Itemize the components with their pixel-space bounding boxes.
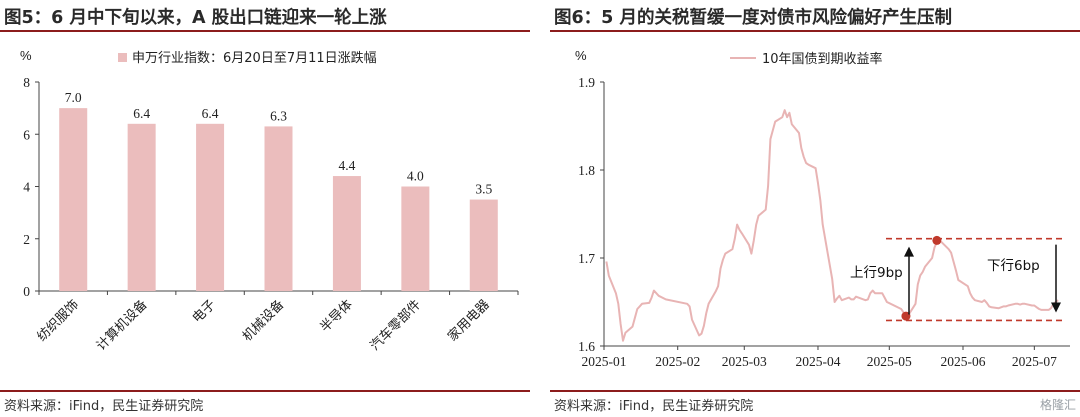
line-chart: % 10年国债到期收益率 1.6 1.7 1.8 1.9 2025-01 2025-02… xyxy=(575,48,1070,369)
annotation-up-label: 上行9bp xyxy=(850,265,903,281)
y-tick-label: 2 xyxy=(23,232,30,247)
bar-value-label: 6.3 xyxy=(270,108,287,123)
y-unit-label: % xyxy=(20,48,32,63)
bar-value-label: 6.4 xyxy=(202,106,219,121)
category-label: 计算机设备 xyxy=(93,297,150,354)
category-label: 半导体 xyxy=(318,297,356,335)
y-tick-label: 1.6 xyxy=(578,339,595,354)
figure-6-source: 资料来源：iFind，民生证券研究院 xyxy=(554,399,754,414)
x-tick-label: 2025-03 xyxy=(722,354,767,369)
y-tick-label: 1.7 xyxy=(578,251,595,266)
x-tick-label: 2025-04 xyxy=(795,354,840,369)
figure-6-panel: 图6：5 月的关税暂缓一度对债市风险偏好产生压制 % 10年国债到期收益率 1.… xyxy=(550,0,1080,417)
y-tick-label: 8 xyxy=(23,75,30,90)
figure-5-top-rule xyxy=(0,30,530,32)
category-label: 纺织服饰 xyxy=(35,297,82,344)
bar-value-label: 4.0 xyxy=(407,169,424,184)
figure-5-title: 图5：6 月中下旬以来，A 股出口链迎来一轮上涨 xyxy=(4,8,387,28)
category-label: 机械设备 xyxy=(239,297,287,345)
y-tick-label: 1.9 xyxy=(578,75,595,90)
turning-point-marker xyxy=(901,311,911,321)
legend-label: 申万行业指数：6月20日至7月11日涨跌幅 xyxy=(132,50,377,66)
figure-5-bottom-rule xyxy=(0,390,530,392)
bar xyxy=(127,123,156,291)
annotation-down-label: 下行6bp xyxy=(987,258,1040,274)
bar xyxy=(264,126,293,291)
up-arrow-icon xyxy=(904,246,914,257)
bar-value-label: 3.5 xyxy=(475,182,492,197)
x-tick-label: 2025-05 xyxy=(867,354,912,369)
category-label: 电子 xyxy=(190,297,219,326)
bar-value-label: 7.0 xyxy=(65,90,82,105)
bar xyxy=(332,176,361,291)
y-tick-label: 4 xyxy=(23,180,30,195)
bar-chart: % 申万行业指数：6月20日至7月11日涨跌幅 0 2 4 6 8 7.0 6.4 6.4 6… xyxy=(20,48,519,354)
turning-point-marker xyxy=(932,235,942,245)
bar-value-label: 4.4 xyxy=(338,158,355,173)
y-unit-label: % xyxy=(575,48,587,63)
bar-value-label: 6.4 xyxy=(133,106,150,121)
x-tick-label: 2025-07 xyxy=(1012,354,1057,369)
x-tick-label: 2025-02 xyxy=(655,354,700,369)
down-arrow-icon xyxy=(1051,302,1061,313)
watermark-logo: 格隆汇 xyxy=(1039,398,1076,412)
bar xyxy=(196,123,225,291)
legend-swatch xyxy=(118,53,127,62)
figure-6-title: 图6：5 月的关税暂缓一度对债市风险偏好产生压制 xyxy=(554,8,952,28)
category-label: 汽车零部件 xyxy=(367,297,424,354)
bar xyxy=(401,186,430,291)
x-tick-label: 2025-01 xyxy=(582,354,627,369)
y-tick-label: 6 xyxy=(23,127,30,142)
figure-6-top-rule xyxy=(550,30,1080,32)
figure-6-bottom-rule xyxy=(550,390,1080,392)
y-tick-label: 1.8 xyxy=(578,163,595,178)
yield-line xyxy=(605,109,1059,342)
bar xyxy=(469,199,498,291)
category-label: 家用电器 xyxy=(445,297,493,345)
figure-5-source: 资料来源：iFind，民生证券研究院 xyxy=(4,399,204,414)
bar xyxy=(59,108,88,291)
figure-5-panel: 图5：6 月中下旬以来，A 股出口链迎来一轮上涨 % 申万行业指数：6月20日至… xyxy=(0,0,530,417)
x-tick-label: 2025-06 xyxy=(941,354,986,369)
legend-label: 10年国债到期收益率 xyxy=(762,51,883,67)
y-tick-label: 0 xyxy=(23,284,30,299)
